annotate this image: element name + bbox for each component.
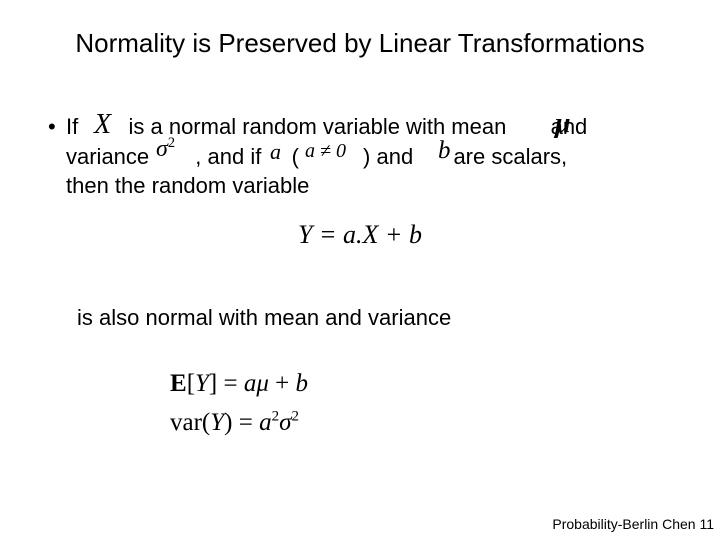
footer-page: 11: [699, 516, 714, 532]
txt-andif: , and if: [195, 144, 261, 169]
txt-variance: variance: [66, 144, 149, 169]
txt-are-scalars: are scalars,: [453, 144, 567, 169]
sym-a: a: [270, 139, 281, 165]
formula-E-row: E[Y] = aμ + b: [170, 365, 308, 404]
formula-y-equals: Y = a.X + b: [0, 220, 720, 250]
formula-mean-var: E[Y] = aμ + b var(Y) = a2σ2: [170, 365, 308, 443]
footer-text: Probability-Berlin Chen: [552, 516, 695, 532]
sym-mu: μ: [555, 108, 571, 140]
bullet-paragraph: •If is a normal random variable with mea…: [48, 112, 690, 201]
txt-also-normal: is also normal with mean and variance: [77, 305, 451, 331]
txt-rparen-and: ) and: [363, 144, 413, 169]
bullet-marker: •: [48, 112, 66, 142]
txt-lparen: (: [292, 144, 299, 169]
footer: Probability-Berlin Chen 11: [552, 516, 714, 532]
sym-sigma2: σ2: [156, 135, 175, 163]
txt-if: If: [66, 114, 78, 139]
txt-then: then the random variable: [66, 173, 309, 198]
slide-title: Normality is Preserved by Linear Transfo…: [0, 28, 720, 59]
txt-phrase1: is a normal random variable with mean: [128, 114, 506, 139]
formula-var-row: var(Y) = a2σ2: [170, 404, 308, 443]
sym-aneq0: a ≠ 0: [305, 140, 346, 163]
sym-X: X: [94, 109, 111, 141]
sym-b: b: [438, 137, 451, 165]
